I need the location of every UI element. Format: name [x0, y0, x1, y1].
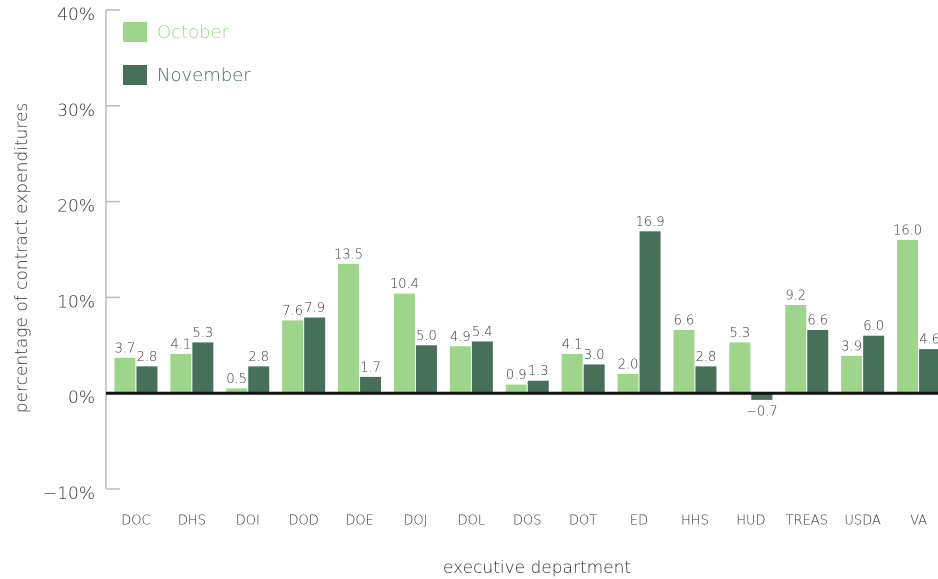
bar — [673, 329, 695, 394]
legend-label: October — [157, 22, 230, 43]
x-tick-label: ED — [630, 514, 648, 529]
bar — [807, 329, 829, 394]
bar — [617, 374, 639, 394]
bar — [393, 293, 415, 394]
data-label: 13.5 — [334, 247, 363, 262]
bar — [304, 317, 326, 394]
bar — [338, 263, 360, 394]
data-label: −0.7 — [746, 404, 778, 419]
bar — [360, 376, 382, 394]
data-label: 6.6 — [674, 313, 695, 328]
legend-label: November — [157, 65, 251, 86]
data-label: 6.0 — [863, 319, 884, 334]
bar — [639, 231, 661, 394]
bar — [415, 345, 437, 394]
y-tick-label: 40% — [57, 5, 95, 25]
data-label: 3.0 — [584, 348, 605, 363]
data-label: 7.6 — [282, 304, 303, 319]
y-tick-label: 20% — [57, 197, 95, 217]
bar — [695, 366, 717, 394]
x-tick-label: DOI — [236, 514, 260, 529]
legend-swatch — [123, 22, 147, 42]
data-label: 2.0 — [618, 358, 639, 373]
x-tick-label: DOD — [289, 514, 319, 529]
bar — [919, 349, 938, 394]
data-label: 10.4 — [390, 277, 419, 292]
x-tick-label: VA — [910, 514, 927, 529]
data-label: 6.6 — [807, 313, 828, 328]
bar — [841, 355, 863, 394]
y-tick-label: −10% — [43, 484, 95, 504]
data-label: 5.3 — [193, 326, 214, 341]
bar — [505, 384, 527, 394]
data-label: 5.4 — [472, 325, 493, 340]
bar — [751, 393, 773, 400]
x-tick-label: DHS — [178, 514, 206, 529]
data-label: 0.9 — [506, 368, 527, 383]
x-tick-label: DOS — [513, 514, 542, 529]
x-tick-label: DOL — [458, 514, 486, 529]
x-tick-label: DOC — [121, 514, 150, 529]
bar — [561, 353, 583, 394]
data-label: 9.2 — [785, 289, 806, 304]
bar — [785, 305, 807, 394]
bar — [527, 380, 549, 394]
bar — [136, 366, 158, 394]
data-label: 2.8 — [137, 350, 158, 365]
y-tick-label: 30% — [57, 101, 95, 121]
data-label: 7.9 — [304, 301, 325, 316]
y-tick-label: 0% — [68, 388, 95, 408]
x-tick-label: DOT — [569, 514, 597, 529]
x-tick-label: HHS — [681, 514, 709, 529]
x-tick-label: DOE — [345, 514, 373, 529]
data-label: 2.8 — [248, 350, 269, 365]
bar — [583, 364, 605, 394]
data-label: 4.6 — [919, 333, 938, 348]
bar — [729, 342, 751, 394]
data-label: 2.8 — [696, 350, 717, 365]
bar — [449, 346, 471, 394]
x-tick-label: HUD — [736, 514, 765, 529]
data-label: 3.9 — [841, 339, 862, 354]
data-label: 0.5 — [226, 372, 247, 387]
bar — [471, 341, 493, 394]
data-label: 4.9 — [450, 330, 471, 345]
y-tick-label: 10% — [57, 292, 95, 312]
y-axis-label: percentage of contract expenditures — [12, 103, 32, 414]
data-label: 5.3 — [730, 326, 751, 341]
data-label: 3.7 — [115, 341, 136, 356]
bar — [170, 353, 192, 394]
bar — [248, 366, 270, 394]
x-tick-label: TREAS — [786, 514, 828, 529]
x-axis-label: executive department — [443, 558, 631, 578]
bar — [192, 342, 214, 394]
data-label: 16.9 — [636, 215, 665, 230]
x-tick-label: DOJ — [403, 514, 427, 529]
data-label: 4.1 — [171, 337, 192, 352]
data-label: 5.0 — [416, 329, 437, 344]
x-tick-label: USDA — [844, 514, 881, 529]
bar — [897, 239, 919, 394]
legend-swatch — [123, 65, 147, 85]
bar — [226, 388, 248, 394]
data-label: 1.7 — [360, 360, 381, 375]
data-label: 16.0 — [893, 223, 922, 238]
data-label: 4.1 — [562, 337, 583, 352]
data-label: 1.3 — [528, 364, 549, 379]
bar — [863, 335, 885, 394]
bar — [114, 357, 136, 394]
bar — [282, 320, 304, 394]
